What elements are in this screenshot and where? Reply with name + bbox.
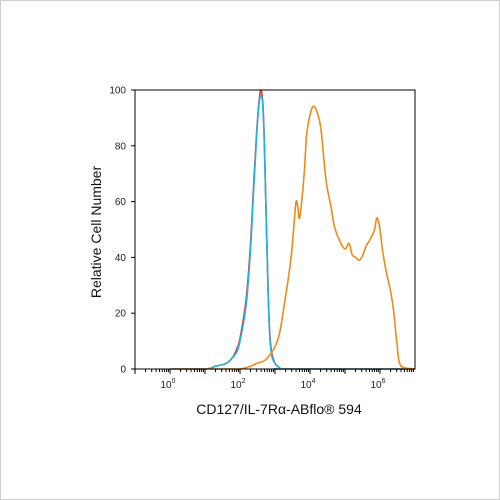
plot-frame <box>134 89 416 370</box>
x-tick-label: 102 <box>230 378 245 391</box>
histogram-series-2 <box>170 94 415 370</box>
y-tick-label: 60 <box>115 197 127 208</box>
y-tick-label: 40 <box>115 253 127 264</box>
x-tick-label: 104 <box>300 378 315 391</box>
x-tick-label: 106 <box>370 378 385 391</box>
histogram-series-3 <box>170 105 416 370</box>
y-axis-title: Relative Cell Number <box>88 166 104 299</box>
x-axis-title: CD127/IL-7Rα-ABflo® 594 <box>196 401 362 417</box>
y-tick-label: 20 <box>115 309 127 320</box>
x-tick-label: 100 <box>160 378 175 391</box>
y-tick-label: 100 <box>109 86 126 97</box>
y-tick-label: 80 <box>115 141 127 152</box>
y-tick-label: 0 <box>120 365 126 376</box>
histogram-series-1 <box>170 89 415 370</box>
